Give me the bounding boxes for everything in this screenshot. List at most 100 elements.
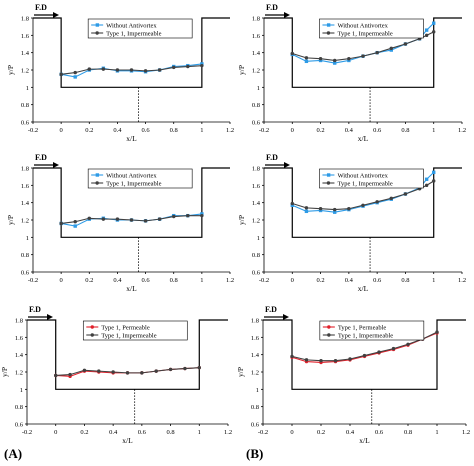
channel-outline — [33, 167, 230, 238]
data-point — [406, 342, 410, 346]
x-tick-label: 0.6 — [373, 277, 382, 284]
x-tick-label: 0.6 — [142, 127, 151, 134]
x-tick-label: 0.4 — [345, 127, 354, 134]
legend-marker — [326, 31, 331, 35]
legend-label: Without Antivortex — [337, 172, 388, 179]
data-point — [290, 354, 294, 359]
y-tick-label: 1.4 — [21, 200, 30, 207]
data-point — [391, 346, 396, 351]
x-tick-label: 0.8 — [170, 277, 178, 284]
x-tick-label: 0.8 — [401, 127, 409, 134]
y-tick-label: 1.2 — [251, 370, 259, 377]
x-axis-title: x/L — [358, 134, 369, 143]
data-point — [73, 75, 77, 79]
x-tick-label: 1.2 — [226, 127, 234, 134]
y-axis-title: y/P — [237, 215, 246, 225]
y-tick-label: 1.8 — [252, 166, 260, 173]
data-point — [172, 214, 176, 219]
data-point — [186, 64, 190, 69]
flow-direction-label: F.D — [266, 3, 278, 12]
data-point — [73, 224, 77, 228]
chart-a1: 0.6 0.8 1 1.2 1.4 1.6 1.8 -0.2 0 0.2 0.4 0.6 0.8 1 1.2… — [6, 3, 234, 143]
y-tick-label: 0.6 — [252, 270, 261, 277]
data-point — [424, 33, 429, 38]
data-point — [304, 59, 309, 64]
x-tick-label: 1.2 — [458, 127, 466, 134]
data-point — [59, 72, 63, 77]
y-tick-label: 1.6 — [21, 183, 30, 190]
channel-outline — [264, 17, 462, 88]
flow-arrow-head — [47, 314, 53, 320]
y-tick-label: 0.8 — [21, 252, 29, 259]
x-tick-label: 0.8 — [167, 429, 175, 436]
x-tick-label: 0.6 — [138, 429, 147, 436]
flow-arrow-head — [53, 12, 59, 18]
x-tick-label: 0 — [60, 127, 63, 134]
x-tick-label: -0.2 — [28, 127, 38, 134]
panel-label-b: (B) — [246, 446, 263, 461]
x-tick-label: 0 — [54, 429, 57, 436]
y-tick-label: 1.2 — [21, 68, 29, 75]
data-point — [318, 58, 323, 63]
data-point — [115, 68, 120, 72]
data-point — [304, 56, 309, 60]
x-tick-label: 1.2 — [462, 429, 470, 436]
chart-a3: 0.6 0.8 1 1.2 1.4 1.6 1.8 -0.2 0 0.2 0.4 0.6 0.8 1 1.2… — [0, 305, 232, 445]
flow-direction-label: F.D — [35, 3, 47, 12]
x-tick-label: -0.2 — [22, 429, 32, 436]
data-point — [290, 51, 294, 56]
x-tick-label: 1 — [200, 277, 203, 284]
flow-direction-label: F.D — [29, 305, 41, 314]
y-tick-label: 1 — [257, 85, 260, 92]
data-point — [318, 208, 323, 213]
channel-outline — [27, 319, 228, 390]
data-point — [432, 30, 436, 34]
data-point — [389, 196, 393, 201]
x-tick-label: 0.8 — [170, 127, 178, 134]
x-tick-label: 1 — [432, 127, 435, 134]
data-point — [200, 63, 204, 68]
y-tick-label: 1.2 — [21, 218, 29, 225]
x-tick-label: 0.6 — [375, 429, 384, 436]
x-tick-label: 1 — [435, 429, 438, 436]
data-point — [200, 62, 204, 66]
y-tick-label: 1.8 — [21, 166, 29, 173]
legend-marker — [326, 23, 331, 27]
x-tick-label: 0.4 — [345, 277, 354, 284]
data-point — [403, 192, 408, 196]
data-point — [183, 366, 187, 371]
legend-label: Without Antivortex — [106, 22, 157, 29]
x-tick-label: 0.4 — [346, 429, 355, 436]
y-tick-label: 0.8 — [252, 252, 260, 259]
x-tick-label: 0.2 — [85, 127, 93, 134]
data-point — [129, 218, 134, 222]
y-tick-label: 1.8 — [21, 16, 29, 23]
flow-direction-label: F.D — [265, 305, 277, 314]
flow-direction-label: F.D — [35, 153, 47, 162]
y-tick-label: 1 — [26, 85, 29, 92]
data-point — [333, 210, 337, 214]
data-point — [432, 21, 436, 25]
y-tick-label: 1 — [256, 387, 259, 394]
data-point — [200, 213, 204, 218]
data-point — [389, 46, 393, 51]
channel-outline — [264, 167, 462, 238]
legend-label: Type 1, Impermeable — [337, 30, 392, 37]
data-point — [186, 213, 190, 218]
data-point — [290, 201, 294, 206]
data-point — [125, 371, 130, 375]
legend-box — [319, 320, 425, 341]
x-tick-label: 0.2 — [85, 277, 93, 284]
flow-arrow-head — [284, 12, 290, 18]
x-tick-label: 0.4 — [113, 127, 122, 134]
data-point — [143, 219, 148, 223]
data-point — [115, 217, 120, 221]
y-tick-label: 0.6 — [15, 422, 24, 429]
data-point — [197, 365, 201, 370]
x-tick-label: -0.2 — [258, 429, 268, 436]
flow-arrow-head — [284, 162, 290, 168]
x-axis-title: x/L — [122, 436, 133, 445]
data-point — [361, 54, 365, 58]
y-axis-title: y/P — [6, 215, 15, 225]
